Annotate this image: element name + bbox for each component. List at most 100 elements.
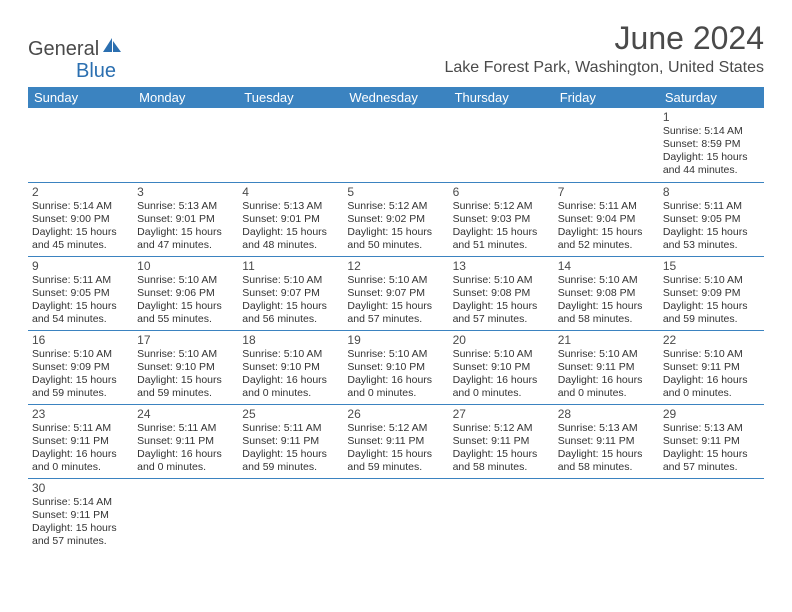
day-number: 17 [137, 333, 234, 347]
calendar-empty-cell [659, 478, 764, 552]
day-info: Sunrise: 5:10 AMSunset: 9:11 PMDaylight:… [663, 348, 760, 401]
day-number: 4 [242, 185, 339, 199]
calendar-day-cell: 4Sunrise: 5:13 AMSunset: 9:01 PMDaylight… [238, 182, 343, 256]
calendar-day-cell: 10Sunrise: 5:10 AMSunset: 9:06 PMDayligh… [133, 256, 238, 330]
calendar-day-cell: 21Sunrise: 5:10 AMSunset: 9:11 PMDayligh… [554, 330, 659, 404]
day-number: 23 [32, 407, 129, 421]
day-number: 22 [663, 333, 760, 347]
calendar-week-row: 2Sunrise: 5:14 AMSunset: 9:00 PMDaylight… [28, 182, 764, 256]
day-number: 20 [453, 333, 550, 347]
day-info: Sunrise: 5:10 AMSunset: 9:10 PMDaylight:… [242, 348, 339, 401]
day-header: Tuesday [238, 87, 343, 108]
calendar-day-cell: 13Sunrise: 5:10 AMSunset: 9:08 PMDayligh… [449, 256, 554, 330]
calendar-week-row: 16Sunrise: 5:10 AMSunset: 9:09 PMDayligh… [28, 330, 764, 404]
header: General June 2024 Lake Forest Park, Wash… [28, 20, 764, 77]
day-info: Sunrise: 5:10 AMSunset: 9:08 PMDaylight:… [453, 274, 550, 327]
day-header: Monday [133, 87, 238, 108]
day-info: Sunrise: 5:13 AMSunset: 9:11 PMDaylight:… [558, 422, 655, 475]
calendar-day-cell: 6Sunrise: 5:12 AMSunset: 9:03 PMDaylight… [449, 182, 554, 256]
day-number: 1 [663, 110, 760, 124]
day-number: 7 [558, 185, 655, 199]
calendar-empty-cell [449, 478, 554, 552]
day-number: 3 [137, 185, 234, 199]
calendar-day-cell: 19Sunrise: 5:10 AMSunset: 9:10 PMDayligh… [343, 330, 448, 404]
calendar-header-row: Sunday Monday Tuesday Wednesday Thursday… [28, 87, 764, 108]
day-info: Sunrise: 5:12 AMSunset: 9:11 PMDaylight:… [453, 422, 550, 475]
calendar-day-cell: 7Sunrise: 5:11 AMSunset: 9:04 PMDaylight… [554, 182, 659, 256]
day-number: 13 [453, 259, 550, 273]
calendar-page: General June 2024 Lake Forest Park, Wash… [0, 0, 792, 572]
calendar-day-cell: 1Sunrise: 5:14 AMSunset: 8:59 PMDaylight… [659, 108, 764, 182]
day-number: 8 [663, 185, 760, 199]
calendar-day-cell: 8Sunrise: 5:11 AMSunset: 9:05 PMDaylight… [659, 182, 764, 256]
day-number: 2 [32, 185, 129, 199]
day-number: 27 [453, 407, 550, 421]
calendar-week-row: 30Sunrise: 5:14 AMSunset: 9:11 PMDayligh… [28, 478, 764, 552]
day-info: Sunrise: 5:13 AMSunset: 9:11 PMDaylight:… [663, 422, 760, 475]
day-info: Sunrise: 5:10 AMSunset: 9:10 PMDaylight:… [347, 348, 444, 401]
logo: General [28, 20, 123, 61]
location: Lake Forest Park, Washington, United Sta… [444, 59, 764, 77]
calendar-week-row: 23Sunrise: 5:11 AMSunset: 9:11 PMDayligh… [28, 404, 764, 478]
day-info: Sunrise: 5:14 AMSunset: 8:59 PMDaylight:… [663, 125, 760, 178]
calendar-body: 1Sunrise: 5:14 AMSunset: 8:59 PMDaylight… [28, 108, 764, 552]
day-header: Thursday [449, 87, 554, 108]
day-number: 29 [663, 407, 760, 421]
logo-text-blue: Blue [76, 60, 116, 82]
sail-icon [103, 38, 121, 59]
day-info: Sunrise: 5:10 AMSunset: 9:09 PMDaylight:… [32, 348, 129, 401]
day-number: 15 [663, 259, 760, 273]
logo-text-general: General [28, 38, 99, 61]
calendar-empty-cell [449, 108, 554, 182]
day-number: 19 [347, 333, 444, 347]
calendar-day-cell: 18Sunrise: 5:10 AMSunset: 9:10 PMDayligh… [238, 330, 343, 404]
calendar-day-cell: 16Sunrise: 5:10 AMSunset: 9:09 PMDayligh… [28, 330, 133, 404]
title-block: June 2024 Lake Forest Park, Washington, … [444, 20, 764, 77]
calendar-day-cell: 25Sunrise: 5:11 AMSunset: 9:11 PMDayligh… [238, 404, 343, 478]
day-info: Sunrise: 5:11 AMSunset: 9:11 PMDaylight:… [32, 422, 129, 475]
calendar-day-cell: 11Sunrise: 5:10 AMSunset: 9:07 PMDayligh… [238, 256, 343, 330]
calendar-table: Sunday Monday Tuesday Wednesday Thursday… [28, 87, 764, 552]
calendar-empty-cell [28, 108, 133, 182]
day-number: 16 [32, 333, 129, 347]
calendar-day-cell: 9Sunrise: 5:11 AMSunset: 9:05 PMDaylight… [28, 256, 133, 330]
day-info: Sunrise: 5:10 AMSunset: 9:06 PMDaylight:… [137, 274, 234, 327]
day-header: Friday [554, 87, 659, 108]
day-info: Sunrise: 5:10 AMSunset: 9:11 PMDaylight:… [558, 348, 655, 401]
day-number: 24 [137, 407, 234, 421]
day-info: Sunrise: 5:14 AMSunset: 9:00 PMDaylight:… [32, 200, 129, 253]
day-info: Sunrise: 5:10 AMSunset: 9:10 PMDaylight:… [137, 348, 234, 401]
day-info: Sunrise: 5:14 AMSunset: 9:11 PMDaylight:… [32, 496, 129, 549]
day-number: 6 [453, 185, 550, 199]
day-number: 21 [558, 333, 655, 347]
day-header: Wednesday [343, 87, 448, 108]
calendar-empty-cell [133, 478, 238, 552]
day-info: Sunrise: 5:13 AMSunset: 9:01 PMDaylight:… [242, 200, 339, 253]
calendar-day-cell: 5Sunrise: 5:12 AMSunset: 9:02 PMDaylight… [343, 182, 448, 256]
calendar-empty-cell [343, 478, 448, 552]
calendar-empty-cell [343, 108, 448, 182]
calendar-empty-cell [238, 108, 343, 182]
day-info: Sunrise: 5:10 AMSunset: 9:08 PMDaylight:… [558, 274, 655, 327]
calendar-day-cell: 2Sunrise: 5:14 AMSunset: 9:00 PMDaylight… [28, 182, 133, 256]
day-info: Sunrise: 5:12 AMSunset: 9:03 PMDaylight:… [453, 200, 550, 253]
day-info: Sunrise: 5:11 AMSunset: 9:05 PMDaylight:… [663, 200, 760, 253]
day-number: 12 [347, 259, 444, 273]
day-number: 25 [242, 407, 339, 421]
day-info: Sunrise: 5:11 AMSunset: 9:11 PMDaylight:… [242, 422, 339, 475]
day-number: 9 [32, 259, 129, 273]
calendar-day-cell: 15Sunrise: 5:10 AMSunset: 9:09 PMDayligh… [659, 256, 764, 330]
calendar-day-cell: 22Sunrise: 5:10 AMSunset: 9:11 PMDayligh… [659, 330, 764, 404]
calendar-empty-cell [238, 478, 343, 552]
calendar-day-cell: 26Sunrise: 5:12 AMSunset: 9:11 PMDayligh… [343, 404, 448, 478]
calendar-day-cell: 14Sunrise: 5:10 AMSunset: 9:08 PMDayligh… [554, 256, 659, 330]
calendar-empty-cell [554, 478, 659, 552]
day-info: Sunrise: 5:12 AMSunset: 9:02 PMDaylight:… [347, 200, 444, 253]
day-info: Sunrise: 5:10 AMSunset: 9:10 PMDaylight:… [453, 348, 550, 401]
calendar-day-cell: 12Sunrise: 5:10 AMSunset: 9:07 PMDayligh… [343, 256, 448, 330]
calendar-day-cell: 27Sunrise: 5:12 AMSunset: 9:11 PMDayligh… [449, 404, 554, 478]
day-number: 28 [558, 407, 655, 421]
day-number: 10 [137, 259, 234, 273]
day-header: Saturday [659, 87, 764, 108]
day-header: Sunday [28, 87, 133, 108]
